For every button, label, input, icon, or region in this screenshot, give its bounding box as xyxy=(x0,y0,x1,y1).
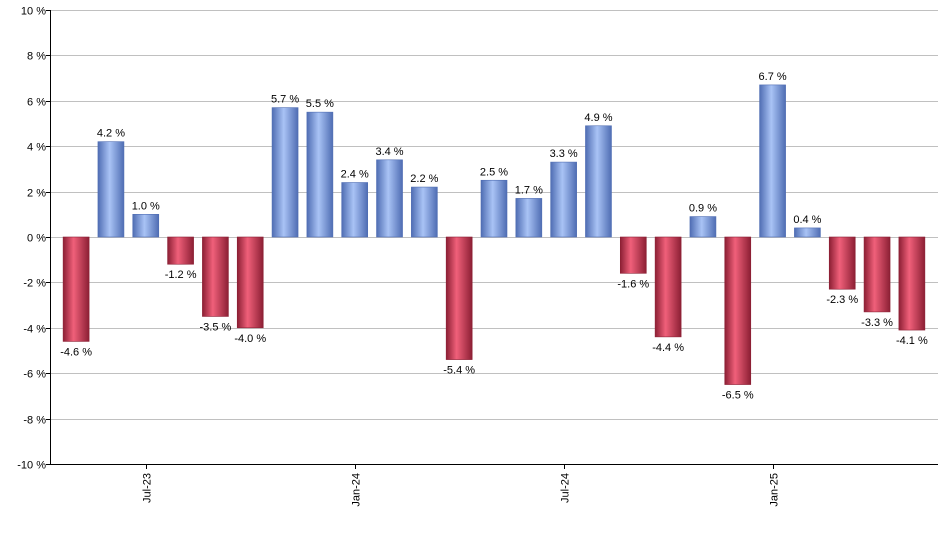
data-label: 3.4 % xyxy=(375,146,403,158)
bar xyxy=(236,236,264,329)
data-label: -3.3 % xyxy=(861,317,893,329)
data-label: 5.7 % xyxy=(271,94,299,106)
y-tick-label: 0 % xyxy=(27,233,46,245)
data-label: 4.2 % xyxy=(97,128,125,140)
y-tick-label: 8 % xyxy=(27,51,46,63)
data-label: -4.4 % xyxy=(652,342,684,354)
data-label: -5.4 % xyxy=(443,365,475,377)
data-label: -4.1 % xyxy=(896,335,928,347)
data-label: -4.0 % xyxy=(234,333,266,345)
data-label: 1.7 % xyxy=(515,184,543,196)
bar xyxy=(202,236,229,317)
bar xyxy=(619,236,647,274)
bar xyxy=(654,236,682,338)
bar xyxy=(724,236,752,385)
y-tick-label: -10 % xyxy=(17,460,46,472)
y-tick-label: -4 % xyxy=(23,324,46,336)
y-tick-label: 4 % xyxy=(27,142,46,154)
data-label: 3.3 % xyxy=(550,148,578,160)
data-label: 0.9 % xyxy=(689,203,717,215)
bar xyxy=(550,161,577,238)
bar xyxy=(445,236,473,360)
bar xyxy=(411,186,438,238)
bars xyxy=(62,84,926,385)
bar xyxy=(306,111,334,238)
y-tick-label: -2 % xyxy=(23,278,46,290)
data-label: 1.0 % xyxy=(132,200,160,212)
x-tick-label: Jul-24 xyxy=(560,473,572,503)
bar xyxy=(62,236,90,342)
data-label: -6.5 % xyxy=(722,390,754,402)
bar xyxy=(341,182,369,238)
bar xyxy=(97,141,125,238)
data-label: 2.2 % xyxy=(410,173,438,185)
x-tick-label: Jan-24 xyxy=(351,473,363,507)
bar xyxy=(585,125,612,238)
y-tick-label: 6 % xyxy=(27,97,46,109)
y-tick-label: 2 % xyxy=(27,188,46,200)
axes: 10 % 8 % 6 % 4 % 2 % 0 % -2 % -4 % -6 % -8 % -10 %… xyxy=(17,6,938,507)
bar xyxy=(794,227,821,238)
bar xyxy=(759,84,786,238)
bar xyxy=(898,236,926,331)
data-label: 0.4 % xyxy=(793,214,821,226)
bar xyxy=(132,214,160,238)
data-label: -3.5 % xyxy=(200,321,232,333)
x-tick-label: Jan-25 xyxy=(769,473,781,507)
bar xyxy=(689,216,717,238)
bar xyxy=(167,236,194,265)
bar xyxy=(376,159,403,238)
bar xyxy=(863,236,891,313)
data-label: 6.7 % xyxy=(759,71,787,83)
x-tick-label: Jul-23 xyxy=(142,473,154,503)
bar xyxy=(828,236,856,290)
data-label: 2.5 % xyxy=(480,166,508,178)
data-label: -1.6 % xyxy=(617,278,649,290)
bar xyxy=(271,107,299,238)
data-label: 5.5 % xyxy=(306,98,334,110)
data-label: -2.3 % xyxy=(826,294,858,306)
data-label: 4.9 % xyxy=(584,112,612,124)
data-label: -1.2 % xyxy=(165,269,197,281)
bar xyxy=(515,198,543,238)
y-tick-label: -8 % xyxy=(23,415,46,427)
data-label: 2.4 % xyxy=(341,169,369,181)
y-tick-label: -6 % xyxy=(23,369,46,381)
data-labels: -4.6 % 4.2 % 1.0 % -1.2 % -3.5 %-4.0 % 5.7 % 5… xyxy=(60,71,928,402)
y-tick-label: 10 % xyxy=(21,6,46,18)
data-label: -4.6 % xyxy=(60,346,92,358)
bar xyxy=(480,179,508,238)
